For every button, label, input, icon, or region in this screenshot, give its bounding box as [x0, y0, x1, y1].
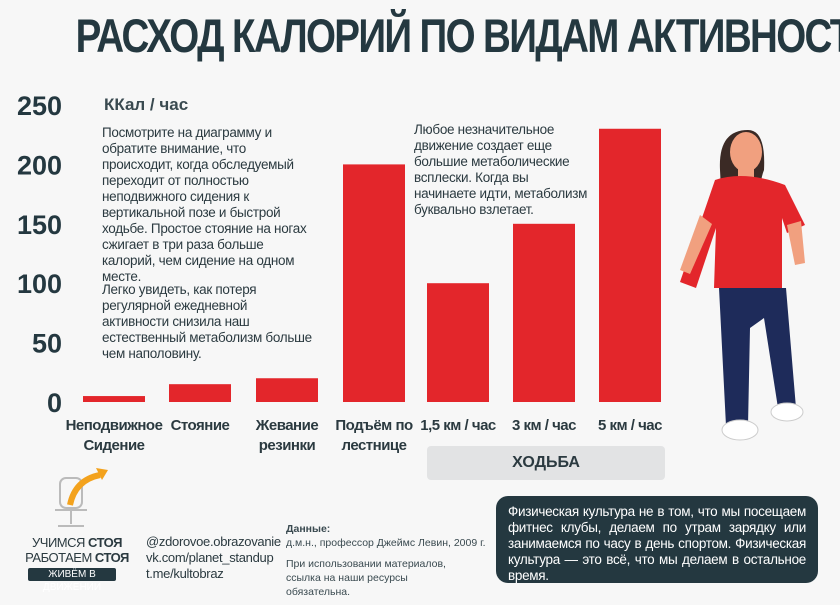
bar [169, 384, 231, 402]
quote-box: Физическая культура не в том, что мы пос… [496, 496, 818, 583]
link-instagram[interactable]: @zdorovoe.obrazovanie [146, 534, 281, 549]
walking-group-label: ХОДЬБА [427, 446, 665, 480]
link-telegram[interactable]: t.me/kultobraz [146, 566, 224, 581]
logo-line-1: УЧИМСЯ СТОЯ [32, 535, 122, 550]
note-left-1: Посмотрите на диаграмму и обратите внима… [102, 125, 307, 284]
y-tick-label: 200 [17, 150, 62, 180]
x-tick-label: 5 км / час [597, 417, 663, 434]
x-tick-label: Стояние [170, 417, 230, 434]
x-tick-label: Неподвижное Сидение [65, 417, 163, 454]
copyright-notice: При использовании материалов, ссылка на … [286, 558, 446, 598]
source-label: Данные: [286, 523, 331, 535]
source-text: д.м.н., профессор Джеймс Левин, 2009 г. [286, 537, 486, 549]
y-tick-label: 250 [17, 91, 62, 121]
bar [83, 396, 145, 402]
logo-line-2: РАБОТАЕМ СТОЯ [25, 550, 129, 565]
bar [256, 378, 318, 402]
bar [427, 283, 489, 402]
y-tick-label: 0 [47, 388, 62, 418]
note-right: Любое незначительное движение создает ещ… [414, 122, 588, 217]
y-axis-label: ККал / час [104, 95, 189, 114]
chair-logo-icon [55, 468, 108, 527]
x-tick-label: Подъём по лестнице [335, 417, 413, 454]
logo-tagline: ЖИВЁМ В ДВИЖЕНИИ [28, 568, 116, 593]
bar [343, 164, 405, 402]
note-left-2: Легко увидеть, как потеря регулярной еже… [102, 282, 312, 361]
x-tick-label: 1,5 км / час [420, 417, 496, 434]
page-title: РАСХОД КАЛОРИЙ ПО ВИДАМ АКТИВНОСТИ [75, 9, 840, 62]
links: @zdorovoe.obrazovanie vk.com/planet_stan… [146, 534, 281, 582]
y-tick-label: 100 [17, 269, 62, 299]
woman-illustration [680, 130, 805, 441]
link-vk[interactable]: vk.com/planet_standup [146, 550, 274, 565]
x-tick-label: 3 км / час [511, 417, 577, 434]
x-tick-label: Жевание резинки [255, 417, 319, 454]
y-tick-label: 50 [32, 329, 62, 359]
y-tick-label: 150 [17, 210, 62, 240]
bar [513, 223, 575, 402]
bar [599, 128, 661, 402]
